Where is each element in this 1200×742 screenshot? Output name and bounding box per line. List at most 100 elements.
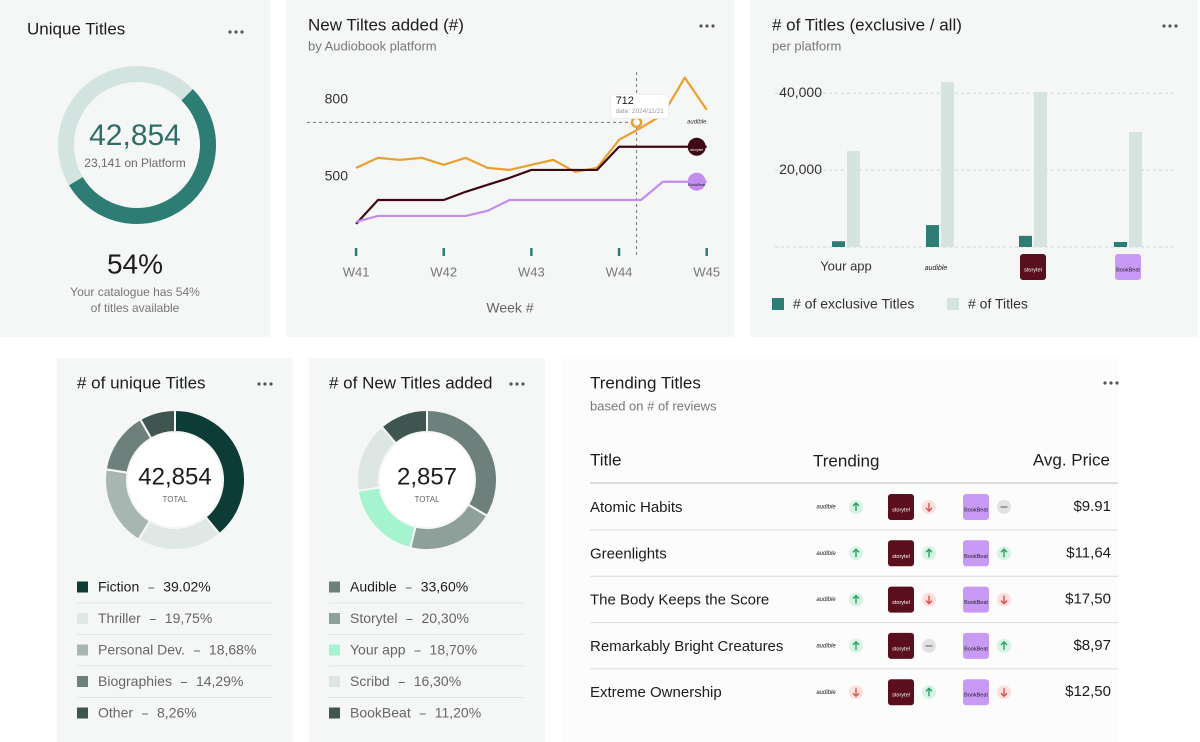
bar xyxy=(941,82,954,247)
legend-value: 39.02% xyxy=(163,579,210,595)
more-menu[interactable] xyxy=(1103,381,1119,385)
trend-icon xyxy=(997,685,1011,700)
more-menu[interactable] xyxy=(228,30,244,34)
trend-icon xyxy=(849,592,863,607)
more-menu[interactable] xyxy=(1162,24,1178,28)
platform-icon: BookBeat xyxy=(964,554,988,560)
menu-dot xyxy=(228,30,232,34)
menu-dot xyxy=(711,24,715,28)
trend-icon xyxy=(922,592,936,607)
row-title: The Body Keeps the Score xyxy=(590,592,769,609)
series-label: BookBeat xyxy=(688,182,706,187)
platform-icon: storytel xyxy=(892,600,910,606)
y-tick-label: 500 xyxy=(325,168,349,184)
legend-value: 16,30% xyxy=(414,673,461,689)
platform-icon: BookBeat xyxy=(964,693,988,699)
menu-dot xyxy=(521,382,525,386)
platform-icon: audible xyxy=(816,643,836,649)
trend-glyph xyxy=(925,687,933,697)
bar xyxy=(847,150,860,247)
trend-icon xyxy=(922,546,936,561)
more-menu[interactable] xyxy=(509,382,525,386)
bar xyxy=(926,225,939,247)
menu-dot xyxy=(263,382,267,386)
row-price: $8,97 xyxy=(1073,637,1111,654)
row-price: $9.91 xyxy=(1073,498,1111,515)
gauge-percent: 54% xyxy=(107,248,163,279)
platform-icon-bg xyxy=(963,494,989,520)
legend-swatch xyxy=(77,676,88,687)
platform-icon: storytel xyxy=(892,646,910,652)
row-price: $11,64 xyxy=(1066,544,1111,561)
subtitle: by Audiobook platform xyxy=(308,38,437,53)
card-title: Unique Titles xyxy=(27,19,125,38)
trend-icon xyxy=(997,638,1011,653)
menu-dot xyxy=(1109,381,1113,385)
gauge-caption: of titles available xyxy=(91,301,180,315)
legend-swatch xyxy=(772,298,784,310)
x-tick-label: W45 xyxy=(693,264,720,279)
trend-glyph xyxy=(852,594,860,604)
menu-dot xyxy=(1162,24,1166,28)
card-title: New Tiltes added (#) xyxy=(308,15,464,34)
platform-icon: audible xyxy=(816,505,836,511)
trend-icon xyxy=(922,638,936,653)
platform-icon-bg xyxy=(888,540,914,567)
menu-dot xyxy=(1103,381,1107,385)
more-menu[interactable] xyxy=(699,24,715,28)
trend-glyph xyxy=(852,502,860,511)
legend-label: Personal Dev. xyxy=(98,642,185,658)
row-title: Atomic Habits xyxy=(590,499,683,516)
series-label: storytel xyxy=(690,147,703,152)
platform-icon-bg xyxy=(963,679,989,706)
donut-hole xyxy=(380,433,474,527)
menu-dot xyxy=(269,382,273,386)
trend-glyph xyxy=(852,640,860,650)
legend-label: Fiction xyxy=(98,579,139,595)
legend-swatch xyxy=(77,707,88,719)
column-header: Title xyxy=(590,450,622,469)
legend-value: 20,30% xyxy=(421,610,468,626)
donut-center-value: 2,857 xyxy=(397,463,457,490)
legend-label: Biographies xyxy=(98,673,172,689)
platform-icon-bg xyxy=(888,494,914,520)
trend-icon xyxy=(997,592,1011,607)
annotation-box xyxy=(610,93,670,119)
series-label: audible xyxy=(687,119,707,125)
legend-value: 8,26% xyxy=(157,705,197,721)
card-title: # of unique Titles xyxy=(77,373,206,392)
legend-label: Audible xyxy=(350,579,397,595)
menu-dot xyxy=(1168,24,1172,28)
card-title: Trending Titles xyxy=(590,373,701,392)
card xyxy=(286,0,734,337)
trend-glyph xyxy=(852,548,860,558)
annotation-marker xyxy=(630,116,643,129)
x-axis-label: Week # xyxy=(486,300,533,316)
legend-label: Storytel xyxy=(350,610,397,626)
trend-icon xyxy=(922,685,936,700)
platform-icon: audible xyxy=(816,690,836,696)
x-tick-label: W44 xyxy=(606,264,633,279)
platform-icon-bg xyxy=(888,632,914,659)
trend-glyph xyxy=(925,503,933,512)
row-price: $17,50 xyxy=(1065,591,1111,608)
more-menu[interactable] xyxy=(257,382,273,386)
bar xyxy=(1114,242,1127,247)
donut-slice xyxy=(138,408,176,440)
platform-icon: audible xyxy=(816,597,836,603)
card xyxy=(562,358,1118,742)
platform-icon-bg xyxy=(963,540,989,567)
trend-icon xyxy=(849,546,863,561)
platform-icon: storytel xyxy=(892,507,910,513)
menu-dot xyxy=(705,24,709,28)
legend-swatch xyxy=(947,298,959,310)
menu-dot xyxy=(515,382,519,386)
series-line xyxy=(355,180,707,223)
gauge-arc xyxy=(69,89,216,224)
trend-glyph xyxy=(1000,640,1008,650)
y-tick-label: 40,000 xyxy=(779,84,822,100)
bar xyxy=(1034,92,1047,248)
trend-glyph xyxy=(925,595,933,605)
row-price: $12,50 xyxy=(1065,683,1111,700)
